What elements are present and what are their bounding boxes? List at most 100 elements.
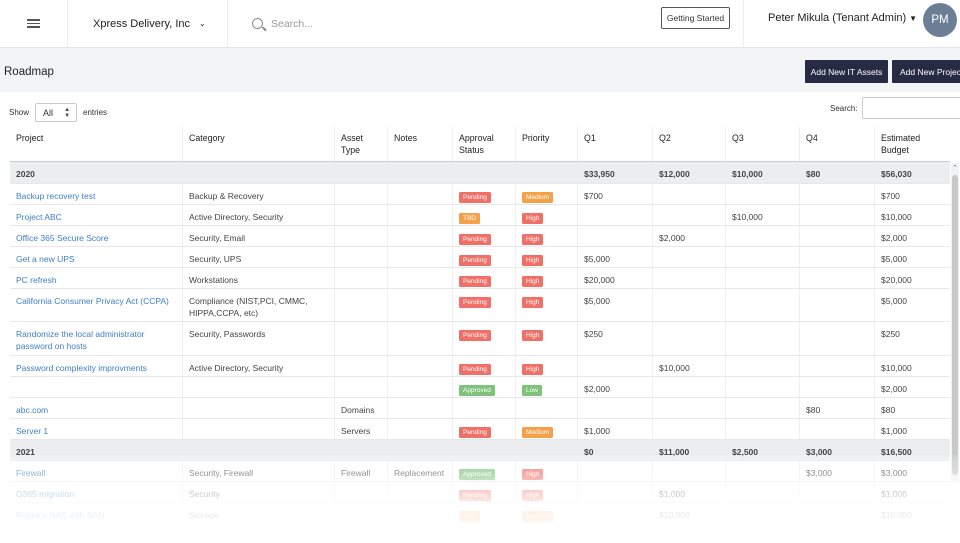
cell-text: $1,000 (881, 489, 907, 499)
priority-badge: High (522, 276, 544, 287)
cell-category: Active Directory, Security (183, 356, 335, 376)
column-header-estimated-budget[interactable]: Estimated Budget (881, 133, 921, 155)
project-link[interactable]: Server 1 (16, 426, 49, 436)
project-link[interactable]: Backup recovery test (16, 191, 96, 201)
cell-text: $20,000 (584, 275, 615, 285)
scroll-up-icon[interactable]: ⌃ (952, 165, 958, 172)
cell-project[interactable]: O365 migration (10, 482, 183, 502)
top-bar: Xpress Delivery, Inc ⌄ Search... (0, 0, 960, 48)
project-link[interactable]: O365 migration (16, 489, 75, 499)
cell-project[interactable]: PC refresh (10, 268, 183, 288)
add-project-button[interactable]: Add New Project (892, 60, 960, 83)
table-search-input[interactable] (862, 97, 960, 119)
column-header-category[interactable]: Category (183, 127, 335, 161)
project-link[interactable]: Get a new UPS (16, 254, 75, 264)
cell-project[interactable]: Randomize the local administrator passwo… (10, 322, 183, 355)
company-selector[interactable]: Xpress Delivery, Inc ⌄ (68, 0, 228, 48)
cell-text: $80 (806, 405, 821, 415)
cell-q4 (800, 226, 875, 246)
cell-q3 (726, 226, 800, 246)
column-header-q3[interactable]: Q3 (726, 127, 800, 161)
user-menu[interactable]: Peter Mikula (Tenant Admin) ▼ (768, 12, 917, 24)
project-link[interactable]: Firewall (16, 468, 46, 478)
cell-q4: $3,000 (800, 461, 875, 481)
cell-notes (388, 205, 453, 225)
cell-q3 (726, 419, 800, 439)
column-header-approval-status[interactable]: Approval Status (453, 127, 516, 161)
column-header-q4[interactable]: Q4 (800, 127, 875, 161)
cell-project[interactable]: Replace NAS with SAN (10, 503, 183, 523)
menu-icon[interactable] (0, 0, 68, 48)
cell-project[interactable]: Office 365 Secure Score (10, 226, 183, 246)
project-link[interactable]: abc.com (16, 405, 49, 415)
cell-q4 (800, 184, 875, 204)
project-link[interactable]: California Consumer Privacy Act (CCPA) (16, 296, 169, 306)
cell-approval-status: Approved (453, 461, 516, 481)
chevron-down-icon: ▼ (909, 14, 918, 23)
cell-project[interactable]: Server 1 (10, 419, 183, 439)
cell-project[interactable]: Firewall (10, 461, 183, 481)
cell-project[interactable]: Project ABC (10, 205, 183, 225)
cell-q4 (800, 289, 875, 321)
status-badge: Pending (459, 276, 491, 287)
cell-text: 2021 (16, 447, 35, 457)
project-link[interactable]: Replace NAS with SAN (16, 510, 105, 520)
cell-project[interactable]: California Consumer Privacy Act (CCPA) (10, 289, 183, 321)
cell-project[interactable]: Backup recovery test (10, 184, 183, 204)
cell-text: Security, Email (189, 233, 246, 243)
cell-approval-status: Pending (453, 226, 516, 246)
cell-notes (388, 289, 453, 321)
table-row: Server 1 Servers Pending Medium $1,000 $1,000 (10, 419, 950, 440)
column-header-priority[interactable]: Priority (516, 127, 578, 161)
entries-control: Show All ▲ ▼ entries (9, 103, 107, 122)
cell-q1: $2,000 (578, 377, 653, 397)
cell-notes: Replacement (388, 461, 453, 481)
cell-text: $10,000 (732, 169, 763, 179)
cell-priority: Low (516, 377, 578, 397)
table-row: California Consumer Privacy Act (CCPA) Co… (10, 289, 950, 322)
column-header-notes[interactable]: Notes (388, 127, 453, 161)
project-link[interactable]: Password complexity improvments (16, 363, 147, 373)
scrollbar-thumb[interactable] (952, 175, 958, 475)
cell-q4 (800, 482, 875, 502)
company-name: Xpress Delivery, Inc (93, 17, 190, 30)
cell-project[interactable]: Password complexity improvments (10, 356, 183, 376)
project-link[interactable]: Randomize the local administrator passwo… (16, 329, 145, 351)
cell-text: Firewall (341, 468, 371, 478)
cell-q2: $10,000 (653, 503, 726, 523)
cell-estimated-budget: $10,000 (875, 205, 950, 225)
cell-estimated-budget: $20,000 (875, 268, 950, 288)
cell-asset-type (335, 356, 388, 376)
cell-text: $3,000 (806, 468, 832, 478)
getting-started-button[interactable]: Getting Started (661, 7, 730, 29)
column-header-project[interactable]: Project (10, 127, 183, 161)
status-badge: Pending (459, 192, 491, 203)
cell-q2 (653, 184, 726, 204)
status-badge: Pending (459, 364, 491, 375)
cell-text: $250 (584, 329, 603, 339)
project-link[interactable]: Office 365 Secure Score (16, 233, 109, 243)
cell-q4 (800, 419, 875, 439)
cell-project[interactable]: abc.com (10, 398, 183, 418)
entries-select[interactable]: All ▲ ▼ (35, 103, 78, 122)
global-search[interactable]: Search... (228, 0, 960, 48)
cell-text: Active Directory, Security (189, 212, 284, 222)
cell-q4: $80 (800, 398, 875, 418)
priority-badge: High (522, 213, 544, 224)
cell-text: Storage (189, 510, 219, 520)
cell-project[interactable]: Get a new UPS (10, 247, 183, 267)
cell-q1 (578, 356, 653, 376)
cell-q3 (726, 322, 800, 355)
search-placeholder: Search... (271, 17, 314, 30)
avatar[interactable]: PM (923, 3, 957, 37)
add-it-assets-button[interactable]: Add New IT Assets (805, 60, 888, 83)
column-header-asset-type[interactable]: Asset Type (335, 127, 388, 161)
project-link[interactable]: Project ABC (16, 212, 62, 222)
column-header-q2[interactable]: Q2 (653, 127, 726, 161)
cell-asset-type (335, 268, 388, 288)
column-header-q1[interactable]: Q1 (578, 127, 653, 161)
cell-notes (388, 162, 453, 183)
cell-text: Servers (341, 426, 371, 436)
project-link[interactable]: PC refresh (16, 275, 57, 285)
cell-estimated-budget: $1,000 (875, 419, 950, 439)
